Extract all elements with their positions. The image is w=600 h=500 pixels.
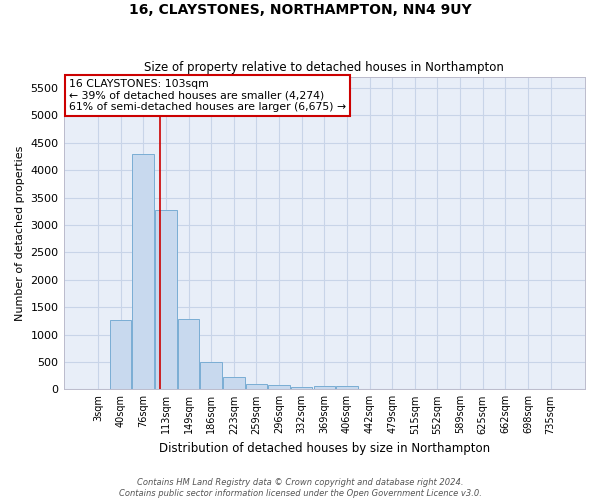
Text: Contains HM Land Registry data © Crown copyright and database right 2024.
Contai: Contains HM Land Registry data © Crown c… (119, 478, 481, 498)
Y-axis label: Number of detached properties: Number of detached properties (15, 146, 25, 321)
Bar (200, 362, 222, 390)
Bar (133, 154, 154, 390)
Bar (268, 386, 290, 390)
X-axis label: Distribution of detached houses by size in Northampton: Distribution of detached houses by size … (159, 442, 490, 455)
Bar (155, 210, 176, 390)
Title: Size of property relative to detached houses in Northampton: Size of property relative to detached ho… (145, 62, 504, 74)
Bar (110, 320, 131, 390)
Bar (223, 378, 245, 390)
Bar (178, 319, 199, 390)
Bar (336, 386, 358, 390)
Bar (291, 386, 313, 390)
Text: 16, CLAYSTONES, NORTHAMPTON, NN4 9UY: 16, CLAYSTONES, NORTHAMPTON, NN4 9UY (128, 2, 472, 16)
Bar (245, 384, 267, 390)
Text: 16 CLAYSTONES: 103sqm
← 39% of detached houses are smaller (4,274)
61% of semi-d: 16 CLAYSTONES: 103sqm ← 39% of detached … (69, 78, 346, 112)
Bar (314, 386, 335, 390)
